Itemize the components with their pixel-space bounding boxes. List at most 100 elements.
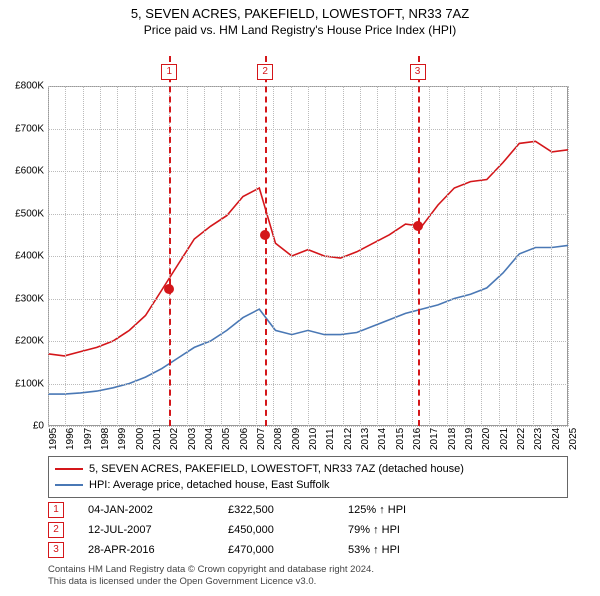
x-tick-label: 2015 xyxy=(395,428,406,450)
legend-row-2: HPI: Average price, detached house, East… xyxy=(55,477,561,493)
footer-line2: This data is licensed under the Open Gov… xyxy=(48,576,374,588)
marker-row: 212-JUL-2007£450,00079% ↑ HPI xyxy=(48,520,568,540)
marker-row-box: 2 xyxy=(48,522,64,538)
marker-price: £470,000 xyxy=(228,544,348,556)
x-tick-label: 2004 xyxy=(204,428,215,450)
x-tick-label: 2020 xyxy=(481,428,492,450)
gridline-v xyxy=(499,86,500,426)
marker-dot xyxy=(413,221,423,231)
gridline-v xyxy=(308,86,309,426)
gridline-v xyxy=(83,86,84,426)
gridline-v xyxy=(48,86,49,426)
marker-row-box: 3 xyxy=(48,542,64,558)
gridline-v xyxy=(221,86,222,426)
marker-row-box: 1 xyxy=(48,502,64,518)
x-tick-label: 2003 xyxy=(187,428,198,450)
chart-title: 5, SEVEN ACRES, PAKEFIELD, LOWESTOFT, NR… xyxy=(0,6,600,21)
marker-pct: 125% ↑ HPI xyxy=(348,504,488,516)
x-tick-label: 1996 xyxy=(65,428,76,450)
y-tick-label: £200K xyxy=(0,336,44,347)
gridline-v xyxy=(187,86,188,426)
legend-swatch-property xyxy=(55,468,83,470)
gridline-v xyxy=(256,86,257,426)
x-tick-label: 2002 xyxy=(169,428,180,450)
y-tick-label: £700K xyxy=(0,123,44,134)
marker-dot xyxy=(164,284,174,294)
footer-line1: Contains HM Land Registry data © Crown c… xyxy=(48,564,374,576)
x-tick-label: 1999 xyxy=(117,428,128,450)
gridline-v xyxy=(239,86,240,426)
y-tick-label: £800K xyxy=(0,81,44,92)
gridline-v xyxy=(273,86,274,426)
legend-swatch-hpi xyxy=(55,484,83,486)
x-tick-label: 2010 xyxy=(308,428,319,450)
gridline-v xyxy=(65,86,66,426)
gridline-v xyxy=(464,86,465,426)
x-tick-label: 2018 xyxy=(447,428,458,450)
gridline-v xyxy=(100,86,101,426)
gridline-v xyxy=(568,86,569,426)
x-tick-label: 2013 xyxy=(360,428,371,450)
y-tick-label: £500K xyxy=(0,208,44,219)
x-tick-label: 2024 xyxy=(551,428,562,450)
marker-line xyxy=(169,56,171,426)
marker-price: £450,000 xyxy=(228,524,348,536)
x-tick-label: 2009 xyxy=(291,428,302,450)
x-tick-label: 2001 xyxy=(152,428,163,450)
y-tick-label: £600K xyxy=(0,166,44,177)
chart-subtitle: Price paid vs. HM Land Registry's House … xyxy=(0,23,600,37)
x-tick-label: 2011 xyxy=(325,428,336,450)
gridline-v xyxy=(551,86,552,426)
marker-price: £322,500 xyxy=(228,504,348,516)
gridline-v xyxy=(291,86,292,426)
legend-row-1: 5, SEVEN ACRES, PAKEFIELD, LOWESTOFT, NR… xyxy=(55,461,561,477)
marker-line xyxy=(418,56,420,426)
x-tick-label: 2025 xyxy=(568,428,579,450)
gridline-v xyxy=(481,86,482,426)
marker-date: 04-JAN-2002 xyxy=(88,504,228,516)
gridline-v xyxy=(360,86,361,426)
marker-box: 1 xyxy=(161,64,177,80)
x-tick-label: 1995 xyxy=(48,428,59,450)
x-tick-label: 2023 xyxy=(533,428,544,450)
y-tick-label: £300K xyxy=(0,293,44,304)
marker-box: 3 xyxy=(410,64,426,80)
x-tick-label: 1998 xyxy=(100,428,111,450)
gridline-v xyxy=(395,86,396,426)
marker-pct: 53% ↑ HPI xyxy=(348,544,488,556)
marker-line xyxy=(265,56,267,426)
gridline-v xyxy=(516,86,517,426)
x-tick-label: 2007 xyxy=(256,428,267,450)
gridline-v xyxy=(429,86,430,426)
x-tick-label: 2000 xyxy=(135,428,146,450)
x-tick-label: 2014 xyxy=(377,428,388,450)
legend-label-hpi: HPI: Average price, detached house, East… xyxy=(89,479,330,491)
marker-row: 3 28-APR-2016£470,00053% ↑ HPI xyxy=(48,540,568,560)
y-tick-label: £0 xyxy=(0,421,44,432)
gridline-v xyxy=(135,86,136,426)
y-tick-label: £400K xyxy=(0,251,44,262)
gridline-v xyxy=(117,86,118,426)
chart-container: 5, SEVEN ACRES, PAKEFIELD, LOWESTOFT, NR… xyxy=(0,6,600,596)
x-tick-label: 2021 xyxy=(499,428,510,450)
gridline-v xyxy=(152,86,153,426)
plot-area: £0£100K£200K£300K£400K£500K£600K£700K£80… xyxy=(48,86,568,426)
marker-box: 2 xyxy=(257,64,273,80)
marker-pct: 79% ↑ HPI xyxy=(348,524,488,536)
gridline-v xyxy=(204,86,205,426)
marker-date: 28-APR-2016 xyxy=(88,544,228,556)
legend: 5, SEVEN ACRES, PAKEFIELD, LOWESTOFT, NR… xyxy=(48,456,568,498)
markers-table: 1 04-JAN-2002£322,500125% ↑ HPI 212-JUL-20… xyxy=(48,500,568,560)
x-tick-label: 2017 xyxy=(429,428,440,450)
gridline-v xyxy=(377,86,378,426)
x-tick-label: 2019 xyxy=(464,428,475,450)
footer: Contains HM Land Registry data © Crown c… xyxy=(48,564,374,589)
x-tick-label: 2005 xyxy=(221,428,232,450)
gridline-v xyxy=(533,86,534,426)
marker-row: 1 04-JAN-2002£322,500125% ↑ HPI xyxy=(48,500,568,520)
x-tick-label: 2012 xyxy=(343,428,354,450)
x-tick-label: 2006 xyxy=(239,428,250,450)
gridline-v xyxy=(447,86,448,426)
gridline-v xyxy=(325,86,326,426)
gridline-v xyxy=(343,86,344,426)
